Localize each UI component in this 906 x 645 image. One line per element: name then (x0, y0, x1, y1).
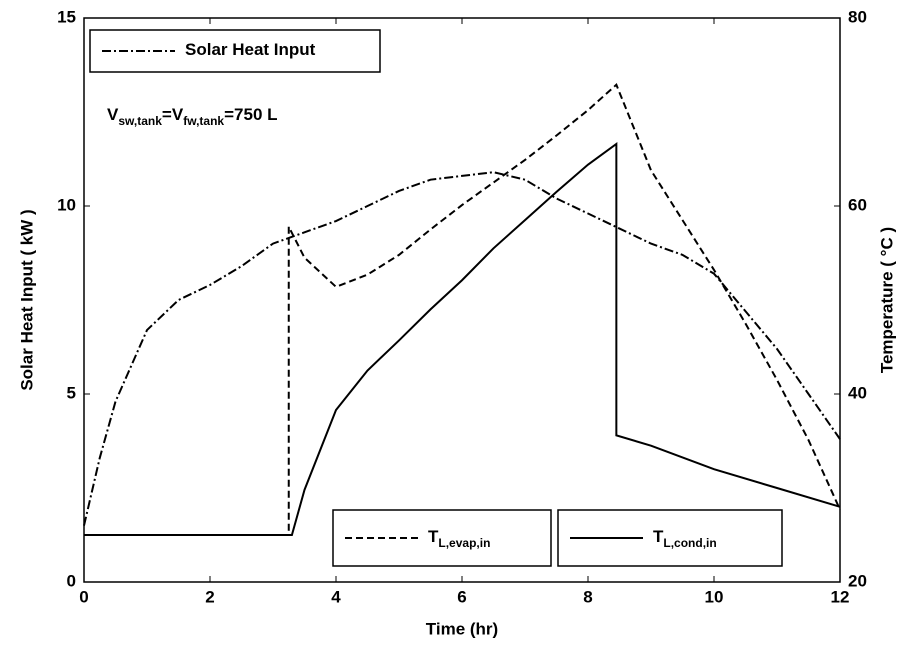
annotation-main: V (107, 105, 119, 124)
x-tick-label: 8 (583, 587, 592, 606)
legend-label-main: Solar Heat Input (185, 40, 316, 59)
legend-label-sub: L,cond,in (663, 536, 716, 550)
series-line (83, 171, 841, 526)
y-tick-label: 10 (57, 195, 76, 214)
annotation: Vsw,tank=Vfw,tank=750 L (107, 105, 278, 128)
x-axis-label: Time (hr) (426, 619, 498, 638)
series-line (84, 141, 841, 536)
legend-label-main: T (653, 527, 664, 546)
y2-tick-label: 60 (848, 195, 867, 214)
legend-label-main: T (428, 527, 439, 546)
legend-label: TL,evap,in (428, 527, 490, 550)
y-tick-label: 5 (67, 383, 76, 402)
plot-frame (83, 17, 841, 583)
y2-tick-label: 20 (848, 571, 867, 590)
y-axis-label: Solar Heat Input ( kW ) (17, 209, 36, 390)
x-tick-label: 2 (205, 587, 214, 606)
y2-tick-label: 80 (848, 7, 867, 26)
y2-tick-label: 40 (848, 383, 867, 402)
y-tick-label: 0 (67, 571, 76, 590)
x-tick-label: 6 (457, 587, 466, 606)
annotation-main: =V (162, 105, 184, 124)
legend-label: TL,cond,in (653, 527, 717, 550)
y2-axis-label: Temperature ( °C ) (877, 227, 896, 373)
x-tick-label: 0 (79, 587, 88, 606)
annotation-sub: sw,tank (118, 114, 162, 128)
x-tick-label: 4 (331, 587, 341, 606)
legend-label-sub: L,evap,in (438, 536, 490, 550)
annotation-main: =750 L (224, 105, 277, 124)
legend-label: Solar Heat Input (185, 40, 316, 59)
x-tick-label: 12 (831, 587, 850, 606)
x-tick-label: 10 (705, 587, 724, 606)
y-tick-label: 15 (57, 7, 76, 26)
annotation-sub: fw,tank (183, 114, 224, 128)
series-line (84, 83, 841, 536)
